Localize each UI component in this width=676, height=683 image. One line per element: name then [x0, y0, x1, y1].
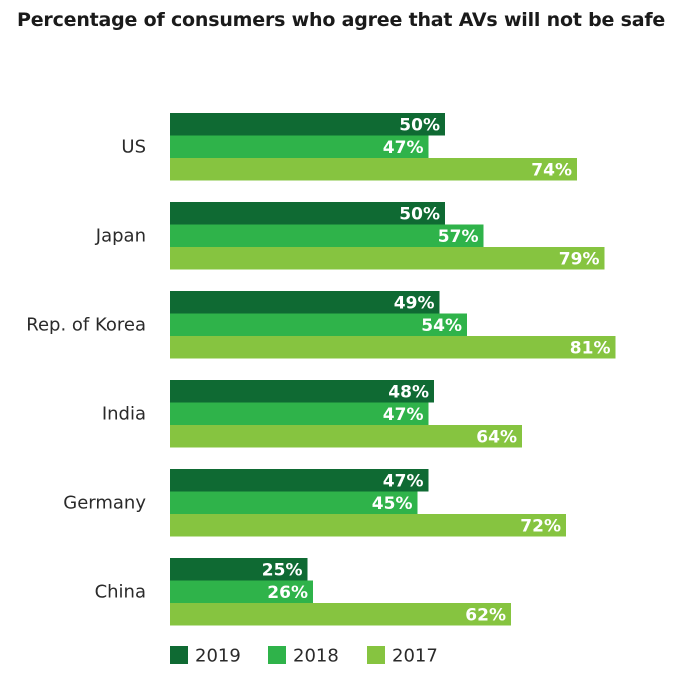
- category-label-india: India: [102, 403, 146, 424]
- bar-china-2017: [170, 603, 511, 626]
- value-label-japan-2018: 57%: [438, 227, 479, 247]
- bars-layer: [170, 113, 616, 626]
- bar-india-2019: [170, 380, 434, 403]
- category-labels-layer: US Japan Rep. of Korea India Germany China: [26, 136, 146, 602]
- legend-swatch-2017: [367, 646, 385, 664]
- bar-rep-of-korea-2019: [170, 291, 440, 314]
- value-label-japan-2017: 79%: [559, 249, 600, 269]
- category-label-rep-of-korea: Rep. of Korea: [26, 314, 146, 335]
- value-label-japan-2019: 50%: [399, 204, 440, 224]
- legend-swatch-2018: [268, 646, 286, 664]
- bar-india-2018: [170, 402, 429, 425]
- bar-india-2017: [170, 425, 522, 448]
- chart-title: Percentage of consumers who agree that A…: [17, 9, 666, 31]
- value-label-china-2018: 26%: [267, 583, 308, 603]
- value-label-us-2018: 47%: [383, 138, 424, 158]
- value-label-rep-of-korea-2019: 49%: [394, 293, 435, 313]
- bar-japan-2019: [170, 202, 445, 225]
- bar-china-2019: [170, 558, 308, 581]
- value-label-rep-of-korea-2017: 81%: [570, 338, 611, 358]
- bar-germany-2017: [170, 514, 566, 537]
- category-label-us: US: [121, 136, 146, 157]
- value-label-india-2019: 48%: [388, 382, 429, 402]
- value-label-germany-2017: 72%: [520, 516, 561, 536]
- bar-china-2018: [170, 580, 313, 603]
- legend-label-2017: 2017: [392, 646, 438, 667]
- value-label-germany-2019: 47%: [383, 471, 424, 491]
- category-label-germany: Germany: [63, 492, 146, 513]
- bar-us-2017: [170, 158, 577, 181]
- bar-japan-2017: [170, 247, 605, 270]
- legend-label-2019: 2019: [195, 646, 241, 667]
- bar-germany-2019: [170, 469, 429, 492]
- value-label-us-2019: 50%: [399, 115, 440, 135]
- legend: 2019 2018 2017: [170, 646, 438, 667]
- bar-rep-of-korea-2017: [170, 336, 616, 359]
- category-label-china: China: [95, 581, 146, 602]
- legend-label-2018: 2018: [293, 646, 339, 667]
- bar-us-2019: [170, 113, 445, 136]
- value-label-germany-2018: 45%: [372, 494, 413, 514]
- value-label-india-2018: 47%: [383, 405, 424, 425]
- bar-japan-2018: [170, 224, 484, 247]
- value-label-rep-of-korea-2018: 54%: [421, 316, 462, 336]
- value-label-us-2017: 74%: [531, 160, 572, 180]
- bar-us-2018: [170, 135, 429, 158]
- legend-swatch-2019: [170, 646, 188, 664]
- value-labels-layer: 50% 47% 74% 50% 57% 79% 49% 54% 81% 48% 47% 64% 47% 4…: [262, 115, 611, 625]
- category-label-japan: Japan: [95, 225, 146, 246]
- value-label-india-2017: 64%: [476, 427, 517, 447]
- bar-germany-2018: [170, 491, 418, 514]
- value-label-china-2017: 62%: [465, 605, 506, 625]
- bar-rep-of-korea-2018: [170, 313, 467, 336]
- value-label-china-2019: 25%: [262, 560, 303, 580]
